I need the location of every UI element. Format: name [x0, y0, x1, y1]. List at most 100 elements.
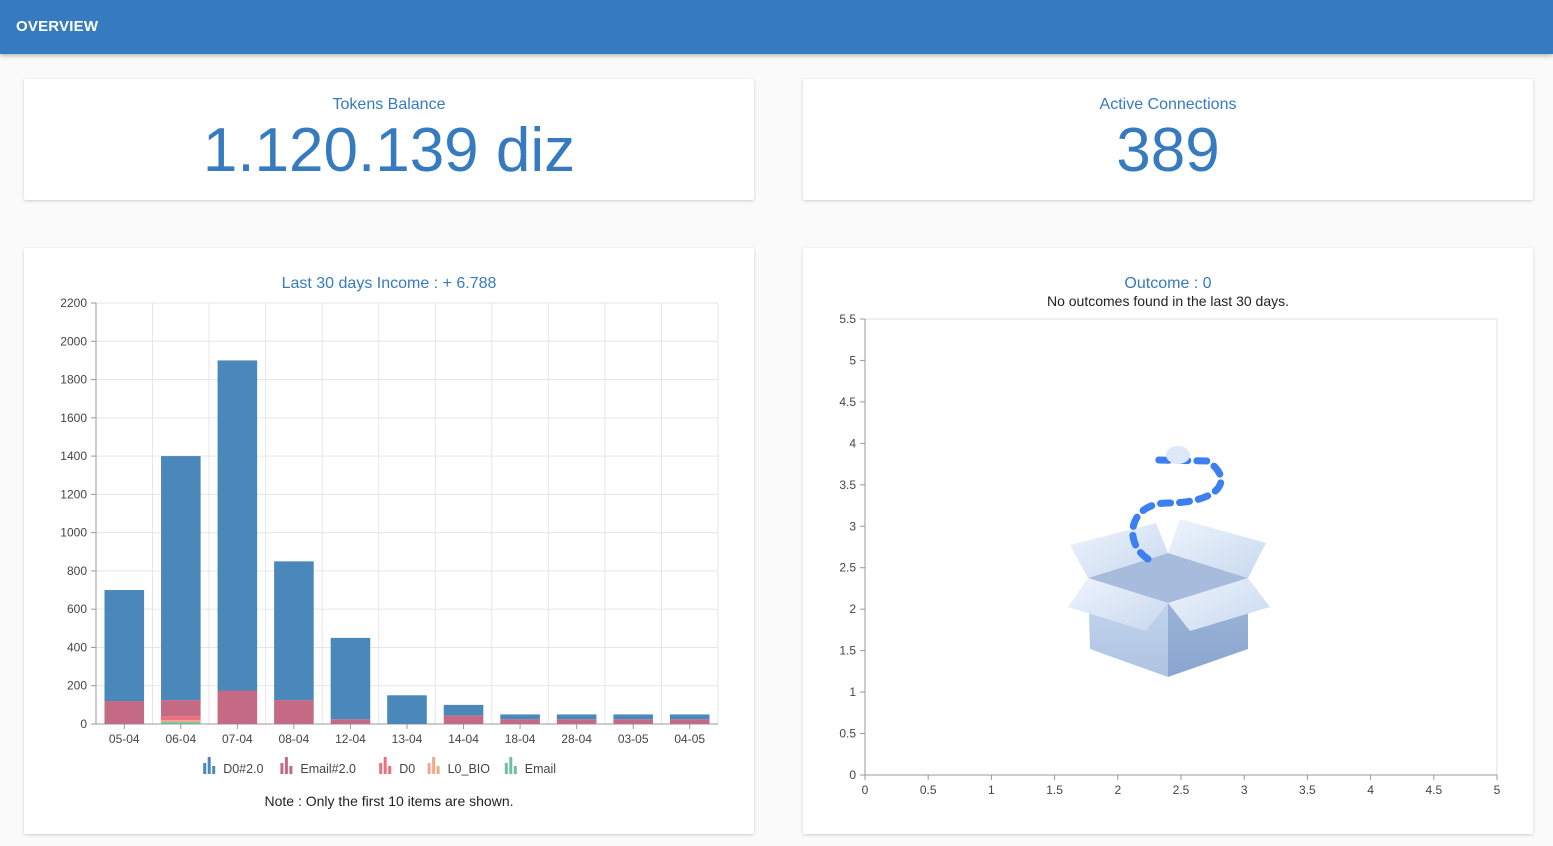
- y-tick-label: 2200: [60, 296, 87, 310]
- y-tick-label: 3.5: [839, 478, 856, 492]
- x-tick-label: 4.5: [1425, 783, 1442, 797]
- x-tick-label: 05-04: [109, 732, 140, 746]
- bar-Email#2.0-03-05: [613, 719, 653, 724]
- x-tick-label: 1: [988, 783, 995, 797]
- x-tick-label: 1.5: [1046, 783, 1063, 797]
- y-tick-label: 1400: [60, 449, 87, 463]
- y-tick-label: 4: [849, 436, 856, 450]
- outcome-card: Outcome : 0 No outcomes found in the las…: [803, 248, 1533, 834]
- bar-D0#2.0-04-05: [669, 714, 710, 720]
- legend-label: L0_BIO: [448, 762, 491, 776]
- y-tick-label: 800: [67, 564, 87, 578]
- x-tick-label: 4: [1367, 783, 1374, 797]
- bar-Email#2.0-28-04: [556, 719, 597, 724]
- y-tick-label: 1200: [60, 487, 87, 501]
- bar-D0#2.0-12-04: [330, 637, 371, 720]
- x-tick-label: 07-04: [222, 732, 253, 746]
- income-bar-chart: 0 200 400 600 800 1000 1200 1400 1600 1800 2000 220…: [60, 296, 719, 776]
- bar-Email#2.0-05-04: [104, 701, 145, 724]
- x-tick-label: 12-04: [335, 732, 366, 746]
- income-card: Last 30 days Income : + 6.788 0 200 400 600…: [24, 248, 754, 834]
- y-tick-label: 0: [80, 717, 87, 731]
- y-tick-label: 600: [67, 602, 87, 616]
- y-tick-label: 2.5: [839, 561, 856, 575]
- x-tick-label: 06-04: [165, 732, 196, 746]
- x-tick-label: 28-04: [561, 732, 592, 746]
- legend-item: Email: [504, 757, 556, 776]
- y-tick-label: 1800: [60, 373, 87, 387]
- legend-label: D0: [399, 762, 415, 776]
- y-tick-label: 2: [849, 602, 856, 616]
- bar-D0#2.0-06-04: [161, 456, 201, 701]
- y-tick-label: 1: [849, 685, 856, 699]
- bar-Email#2.0-08-04: [274, 700, 314, 724]
- tokens-balance-card: Tokens Balance 1.120.139 diz: [24, 79, 754, 200]
- y-tick-label: 0: [849, 768, 856, 782]
- bar-Email#2.0-07-04: [217, 690, 258, 724]
- y-tick-label: 200: [67, 679, 87, 693]
- legend-item: Email#2.0: [280, 757, 356, 776]
- x-tick-label: 0: [862, 783, 869, 797]
- legend-swatch: [513, 766, 517, 774]
- legend-item: D0#2.0: [203, 757, 264, 776]
- x-tick-label: 3: [1241, 783, 1248, 797]
- active-connections-value: 389: [1116, 116, 1220, 185]
- bar-D0#2.0-28-04: [556, 714, 597, 720]
- legend-item: D0: [379, 757, 415, 776]
- y-tick-label: 1000: [60, 526, 87, 540]
- tokens-balance-value: 1.120.139 diz: [202, 116, 576, 185]
- bar-D0#2.0-07-04: [217, 360, 258, 691]
- x-tick-label: 2: [1114, 783, 1121, 797]
- y-tick-label: 4.5: [839, 395, 856, 409]
- x-tick-label: 03-05: [618, 732, 649, 746]
- x-tick-label: 04-05: [674, 732, 705, 746]
- outcome-subtitle: No outcomes found in the last 30 days.: [1046, 293, 1290, 309]
- outcome-title: Outcome : 0: [1124, 275, 1212, 292]
- legend-swatch: [284, 757, 288, 774]
- bar-Email#2.0-12-04: [330, 719, 371, 724]
- bar-D0#2.0-18-04: [500, 714, 540, 720]
- x-tick-label: 13-04: [392, 732, 423, 746]
- y-tick-label: 0.5: [839, 727, 856, 741]
- bar-Email#2.0-06-04: [161, 700, 201, 717]
- x-tick-label: 08-04: [279, 732, 310, 746]
- legend-swatch: [379, 763, 383, 774]
- outcome-empty-chart: 0 0.5 1 1.5 2 2.5 3 3.5 4 4.5 5 5.5 0 0.5 1 1.5 2 2.5 3 3.5…: [839, 312, 1500, 797]
- y-tick-label: 1600: [60, 411, 87, 425]
- x-tick-label: 0.5: [920, 783, 937, 797]
- legend-swatch: [504, 763, 508, 774]
- x-tick-label: 3.5: [1299, 783, 1316, 797]
- bar-D0#2.0-08-04: [274, 561, 314, 701]
- x-tick-label: 18-04: [505, 732, 536, 746]
- legend-swatch: [432, 757, 436, 774]
- bar-D0#2.0-03-05: [613, 714, 653, 720]
- legend-swatch: [203, 763, 207, 774]
- bar-Email#2.0-18-04: [500, 719, 540, 724]
- legend-swatch: [207, 757, 211, 774]
- bar-D0#2.0-14-04: [443, 704, 484, 716]
- legend-swatch: [383, 757, 387, 774]
- y-tick-label: 1.5: [839, 644, 856, 658]
- legend-swatch: [388, 766, 392, 774]
- active-connections-label: Active Connections: [1099, 96, 1237, 113]
- legend-item: L0_BIO: [427, 757, 491, 776]
- y-tick-label: 3: [849, 519, 856, 533]
- legend-swatch: [289, 766, 293, 774]
- bar-Email#2.0-04-05: [669, 719, 710, 724]
- legend-swatch: [280, 763, 284, 774]
- legend-label: D0#2.0: [223, 762, 263, 776]
- empty-box-icon: [1068, 446, 1270, 677]
- legend-swatch: [427, 763, 431, 774]
- x-tick-label: 2.5: [1173, 783, 1190, 797]
- bar-L0_BIO-06-04: [161, 720, 201, 723]
- income-title: Last 30 days Income : + 6.788: [281, 275, 497, 292]
- legend-swatch: [509, 757, 513, 774]
- legend-label: Email: [525, 762, 556, 776]
- active-connections-card: Active Connections 389: [803, 79, 1533, 200]
- bar-D0-06-04: [161, 716, 201, 721]
- tokens-balance-label: Tokens Balance: [332, 96, 446, 113]
- bar-Email#2.0-14-04: [443, 715, 484, 724]
- x-tick-label: 14-04: [448, 732, 479, 746]
- y-tick-label: 2000: [60, 334, 87, 348]
- legend-swatch: [212, 766, 216, 774]
